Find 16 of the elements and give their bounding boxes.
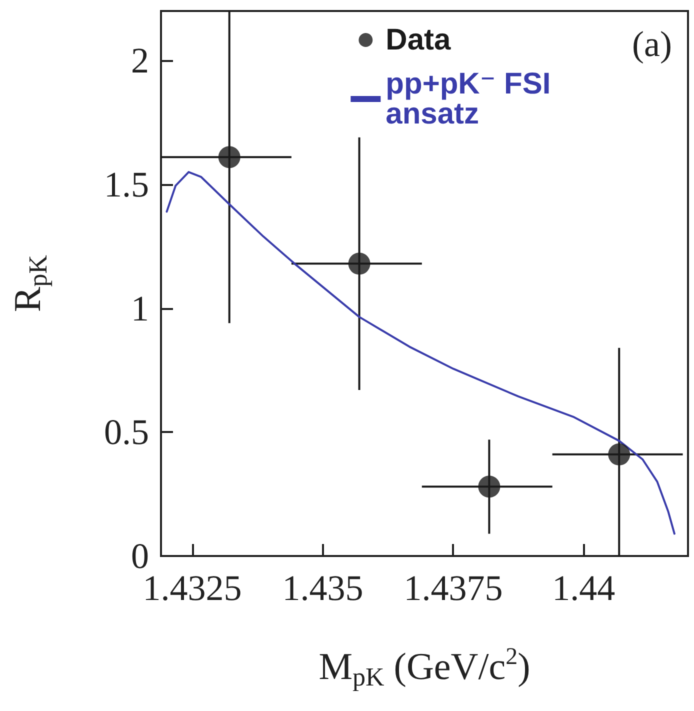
x-tick-label: 1.44 (552, 568, 616, 608)
line-series (166, 171, 676, 535)
y-tick-label: 2 (131, 40, 149, 81)
x-tick-label: 1.4375 (404, 568, 503, 608)
y-tick-label: 1.5 (104, 164, 149, 204)
y-tick-label: 0.5 (104, 412, 149, 452)
point (348, 252, 370, 275)
point (608, 443, 630, 466)
point (218, 146, 240, 168)
annotation: (a) (632, 24, 672, 64)
legend-label: pp+pK⁻ FSI ansatz (386, 68, 560, 130)
y-tick-label: 1 (131, 288, 149, 328)
x-tick-label: 1.435 (282, 568, 364, 608)
y-axis-title: RpK (7, 254, 52, 312)
point (478, 476, 500, 498)
legend-label: Data (386, 24, 452, 56)
